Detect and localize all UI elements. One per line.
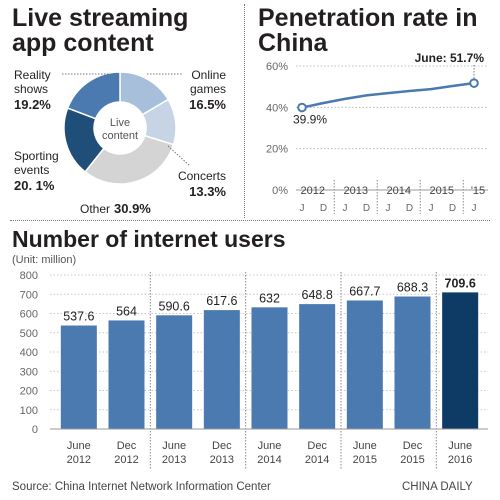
line-y-tick-label: 0%	[272, 185, 288, 197]
pie-center-label-line2: content	[102, 130, 138, 142]
bar-x-year-label: 2012	[114, 454, 138, 466]
pie-value-other: 30.9%	[114, 201, 151, 216]
bar-x-month-label: June	[162, 440, 186, 452]
bar-june-2016	[442, 292, 479, 429]
bar-dec-2012	[108, 320, 145, 429]
bar-x-month-label: Dec	[403, 440, 423, 452]
bar-x-month-label: June	[353, 440, 377, 452]
bar-june-2015	[346, 300, 383, 429]
bar-x-month-label: June	[258, 440, 282, 452]
line-point-marker	[469, 78, 479, 88]
line-start-value-label: 39.9%	[293, 113, 327, 127]
pie-label-sporting-events-1: Sporting	[14, 149, 59, 163]
source-note: Source: China Internet Network Informati…	[12, 481, 271, 493]
pie-label-sporting-events-2: events	[14, 163, 49, 177]
bar-value-label: 667.7	[349, 284, 380, 298]
pie-label-online-games-1: Online	[191, 68, 226, 82]
bar-y-tick-label: 300	[20, 366, 38, 378]
bar-y-tick-label: 800	[20, 270, 38, 282]
line-x-month-label: J	[386, 203, 391, 214]
bar-value-label: 688.3	[397, 281, 428, 295]
vertical-divider	[244, 4, 245, 218]
pie-center-hole	[95, 103, 145, 153]
bar-value-label: 709.6	[445, 276, 476, 290]
line-x-month-label: J	[300, 203, 305, 214]
line-x-year-label: 2014	[387, 185, 411, 197]
pie-label-reality-shows-1: Reality	[14, 68, 51, 82]
bar-y-tick-label: 200	[20, 386, 38, 398]
bar-value-label: 648.8	[302, 288, 333, 302]
bar-x-year-label: 2014	[305, 454, 329, 466]
bar-y-tick-label: 500	[20, 328, 38, 340]
bar-x-year-label: 2015	[353, 454, 377, 466]
pie-chart-title: Live streaming app content	[12, 4, 189, 57]
line-y-tick-label: 40%	[266, 102, 288, 114]
line-x-year-label: 2015	[430, 185, 454, 197]
bar-june-2013	[156, 315, 193, 429]
line-end-value-label: June: 51.7%	[415, 51, 485, 65]
bar-chart-unit: (Unit: million)	[12, 254, 77, 266]
line-x-year-label: 2012	[301, 185, 325, 197]
bar-chart-title: Number of internet users	[12, 226, 286, 252]
bar-value-label: 590.6	[159, 299, 190, 313]
bar-x-year-label: 2013	[210, 454, 234, 466]
bar-value-label: 632	[259, 291, 280, 305]
line-y-tick-label: 20%	[266, 144, 288, 156]
bar-x-year-label: 2014	[257, 454, 281, 466]
line-x-month-label: D	[363, 203, 370, 214]
line-x-year-label: 2013	[344, 185, 368, 197]
line-point-marker	[297, 102, 307, 113]
line-x-month-label: D	[449, 203, 456, 214]
line-series	[301, 81, 475, 109]
bar-june-2014	[251, 307, 288, 429]
pie-label-reality-shows-2: shows	[14, 82, 48, 96]
bar-x-year-label: 2012	[67, 454, 91, 466]
bar-x-month-label: Dec	[307, 440, 327, 452]
bar-value-label: 564	[116, 304, 137, 318]
line-x-month-label: J	[343, 203, 348, 214]
line-x-month-label: J	[429, 203, 434, 214]
pie-value-sporting-events: 20. 1%	[14, 178, 55, 193]
horizontal-divider	[10, 220, 490, 221]
line-x-month-label: D	[320, 203, 327, 214]
pie-value-concerts: 13.3%	[189, 184, 226, 199]
bar-dec-2013	[203, 310, 240, 429]
pie-label-other: Other	[80, 202, 110, 216]
bar-x-month-label: June	[448, 440, 472, 452]
line-y-tick-label: 60%	[266, 61, 288, 73]
credit-label: CHINA DAILY	[402, 481, 473, 493]
pie-slice-reality-shows	[66, 71, 121, 120]
bar-x-year-label: 2013	[162, 454, 186, 466]
pie-center-label-line1: Live	[110, 117, 130, 129]
pie-leader-concerts	[167, 145, 191, 167]
bar-x-year-label: 2016	[448, 454, 472, 466]
bar-x-year-label: 2015	[400, 454, 424, 466]
bar-x-month-label: June	[67, 440, 91, 452]
bar-y-tick-label: 700	[20, 289, 38, 301]
pie-label-online-games-2: games	[190, 82, 226, 96]
line-x-month-label: D	[406, 203, 413, 214]
pie-slice-other	[84, 134, 175, 185]
bar-x-month-label: Dec	[212, 440, 232, 452]
bar-y-tick-label: 600	[20, 309, 38, 321]
line-chart-title: Penetration rate in China	[258, 4, 478, 57]
bar-dec-2015	[394, 296, 431, 429]
line-x-month-label: J	[472, 203, 477, 214]
bar-dec-2014	[299, 304, 336, 429]
bar-y-tick-label: 0	[32, 424, 38, 436]
bar-y-tick-label: 400	[20, 347, 38, 359]
bar-y-tick-label: 100	[20, 405, 38, 417]
bar-x-month-label: Dec	[117, 440, 137, 452]
line-x-year-label: '15	[471, 185, 485, 197]
bar-value-label: 617.6	[206, 294, 237, 308]
pie-label-concerts: Concerts	[178, 169, 226, 183]
bar-value-label: 537.6	[63, 310, 94, 324]
pie-value-reality-shows: 19.2%	[14, 97, 51, 112]
bar-june-2012	[60, 325, 97, 429]
pie-value-online-games: 16.5%	[189, 97, 226, 112]
